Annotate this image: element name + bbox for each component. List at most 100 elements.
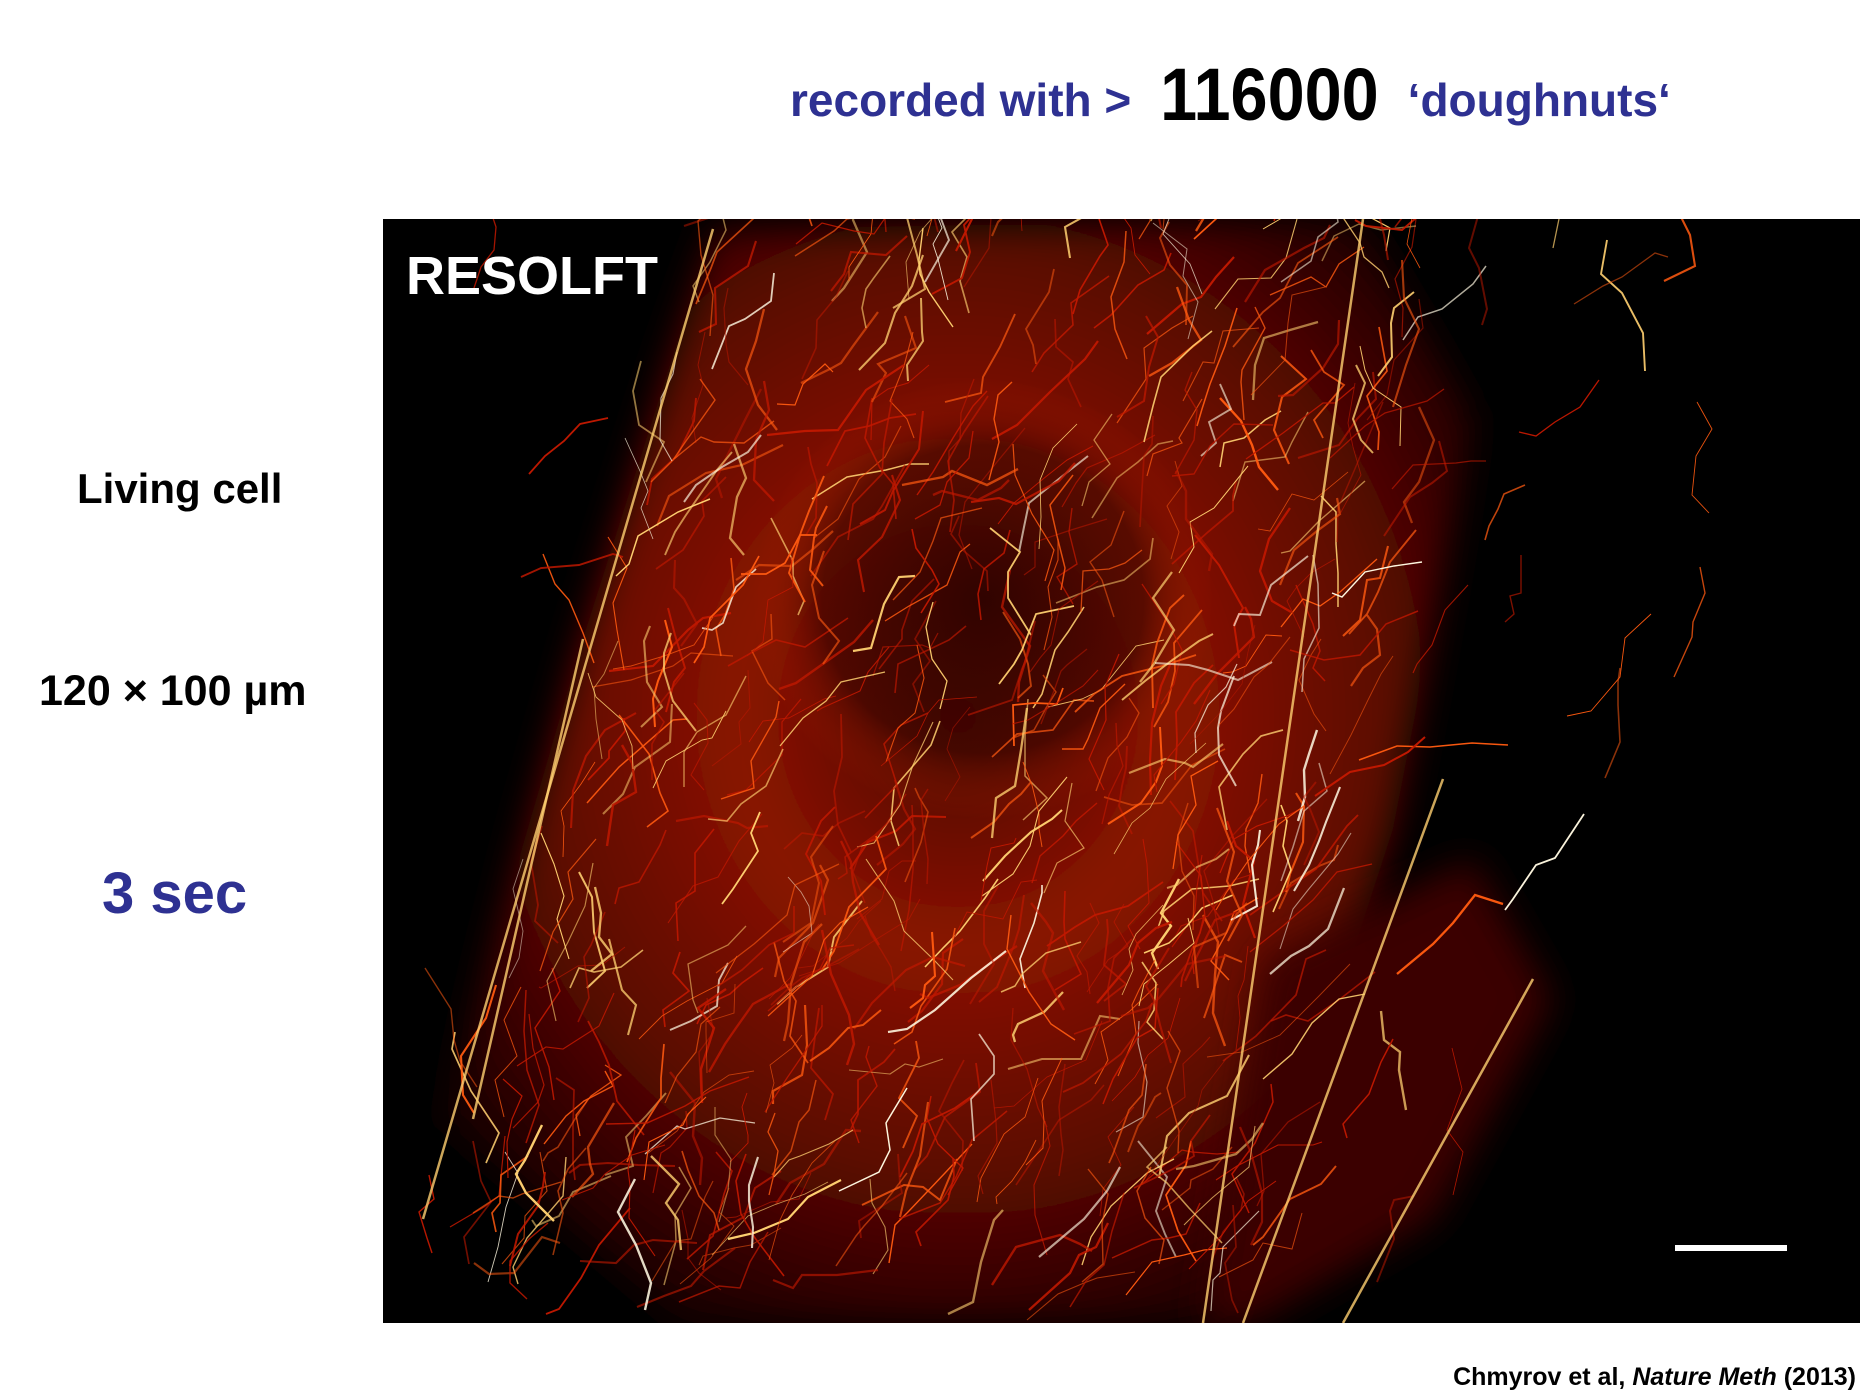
- filament: [893, 927, 956, 1045]
- filament: [646, 1070, 755, 1155]
- filament: [607, 938, 638, 1036]
- filament: [1314, 736, 1426, 797]
- filament: [864, 397, 897, 520]
- filament: [1262, 993, 1366, 1080]
- filament: [794, 219, 915, 257]
- filament: [909, 931, 937, 1009]
- filament: [1391, 460, 1486, 490]
- filament: [991, 219, 1003, 237]
- filament: [678, 1231, 769, 1303]
- filament: [560, 761, 596, 858]
- filament: [1218, 1212, 1303, 1278]
- filament: [681, 1150, 720, 1231]
- title-prefix: recorded with >: [790, 74, 1132, 126]
- filament: [1152, 222, 1199, 340]
- filament: [1258, 507, 1292, 613]
- filament: [509, 1222, 549, 1300]
- filament: [472, 1181, 562, 1214]
- filament: [892, 507, 983, 601]
- filament: [1270, 971, 1376, 1022]
- filament: [616, 1178, 653, 1311]
- filament: [686, 1151, 733, 1260]
- filament: [1573, 252, 1669, 305]
- filament: [1136, 1166, 1165, 1265]
- filament: [1146, 398, 1203, 477]
- filament: [990, 1233, 1093, 1286]
- filament: [663, 632, 697, 732]
- filament: [810, 550, 841, 665]
- filament: [1024, 268, 1055, 365]
- filament: [1143, 894, 1234, 954]
- filament: [1107, 726, 1164, 825]
- scale-bar: [1675, 1245, 1787, 1251]
- filament: [1043, 782, 1085, 894]
- filament: [764, 1005, 823, 1113]
- filament: [1175, 1122, 1264, 1171]
- title-suffix: ‘doughnuts‘: [1407, 74, 1671, 126]
- filament: [1162, 219, 1203, 295]
- filament: [487, 1151, 519, 1283]
- filament: [1269, 246, 1365, 296]
- filament: [864, 712, 929, 819]
- filament: [1320, 495, 1339, 607]
- filament: [1148, 657, 1175, 796]
- filament: [717, 906, 795, 987]
- filament: [771, 1004, 809, 1104]
- filament: [1178, 465, 1249, 574]
- filament: [1018, 455, 1089, 553]
- filament: [1336, 401, 1384, 543]
- doughnut-count: 116000: [1160, 53, 1379, 136]
- filament: [1121, 904, 1164, 996]
- filament: [1231, 1083, 1274, 1214]
- filament: [638, 955, 738, 1040]
- filament: [1029, 580, 1099, 673]
- filament: [1193, 219, 1218, 240]
- filament: [1124, 219, 1151, 275]
- filament: [1012, 443, 1055, 582]
- filament: [1351, 364, 1374, 454]
- filament: [744, 308, 778, 431]
- filament: [958, 427, 1026, 570]
- filament: [1280, 762, 1328, 882]
- filament: [615, 498, 711, 577]
- filament: [708, 982, 791, 1073]
- filament: [914, 430, 974, 520]
- filament: [727, 617, 849, 667]
- filament: [690, 702, 709, 791]
- filament: [1144, 947, 1173, 1064]
- filament: [1088, 653, 1120, 791]
- filament: [878, 578, 935, 670]
- filament: [1138, 219, 1151, 240]
- filament: [1566, 613, 1652, 717]
- filament: [652, 710, 727, 789]
- filament: [624, 437, 654, 540]
- filament: [1216, 807, 1244, 942]
- filament: [669, 962, 729, 1031]
- filament: [1599, 239, 1646, 372]
- filament: [1379, 1010, 1408, 1111]
- filament: [451, 1031, 500, 1164]
- filament: [1038, 1166, 1121, 1258]
- filament: [947, 395, 989, 533]
- filament: [702, 1170, 782, 1271]
- filament: [667, 813, 763, 924]
- filament: [1383, 440, 1449, 537]
- filament: [1286, 558, 1336, 638]
- filament: [618, 714, 669, 828]
- filament: [995, 1139, 1037, 1205]
- filament: [955, 219, 974, 252]
- filament: [1146, 256, 1235, 335]
- filament: [1089, 510, 1125, 618]
- filament: [920, 788, 929, 885]
- filament: [1272, 804, 1292, 913]
- filament: [1080, 549, 1143, 613]
- filament: [1218, 636, 1291, 726]
- filament: [1055, 537, 1154, 604]
- filament: [1289, 610, 1419, 661]
- citation-authors: Chmyrov et al,: [1453, 1363, 1626, 1391]
- filament: [1188, 1180, 1277, 1270]
- filament: [900, 804, 914, 952]
- filament: [1095, 697, 1140, 792]
- filament: [850, 1045, 878, 1144]
- filament: [856, 721, 934, 848]
